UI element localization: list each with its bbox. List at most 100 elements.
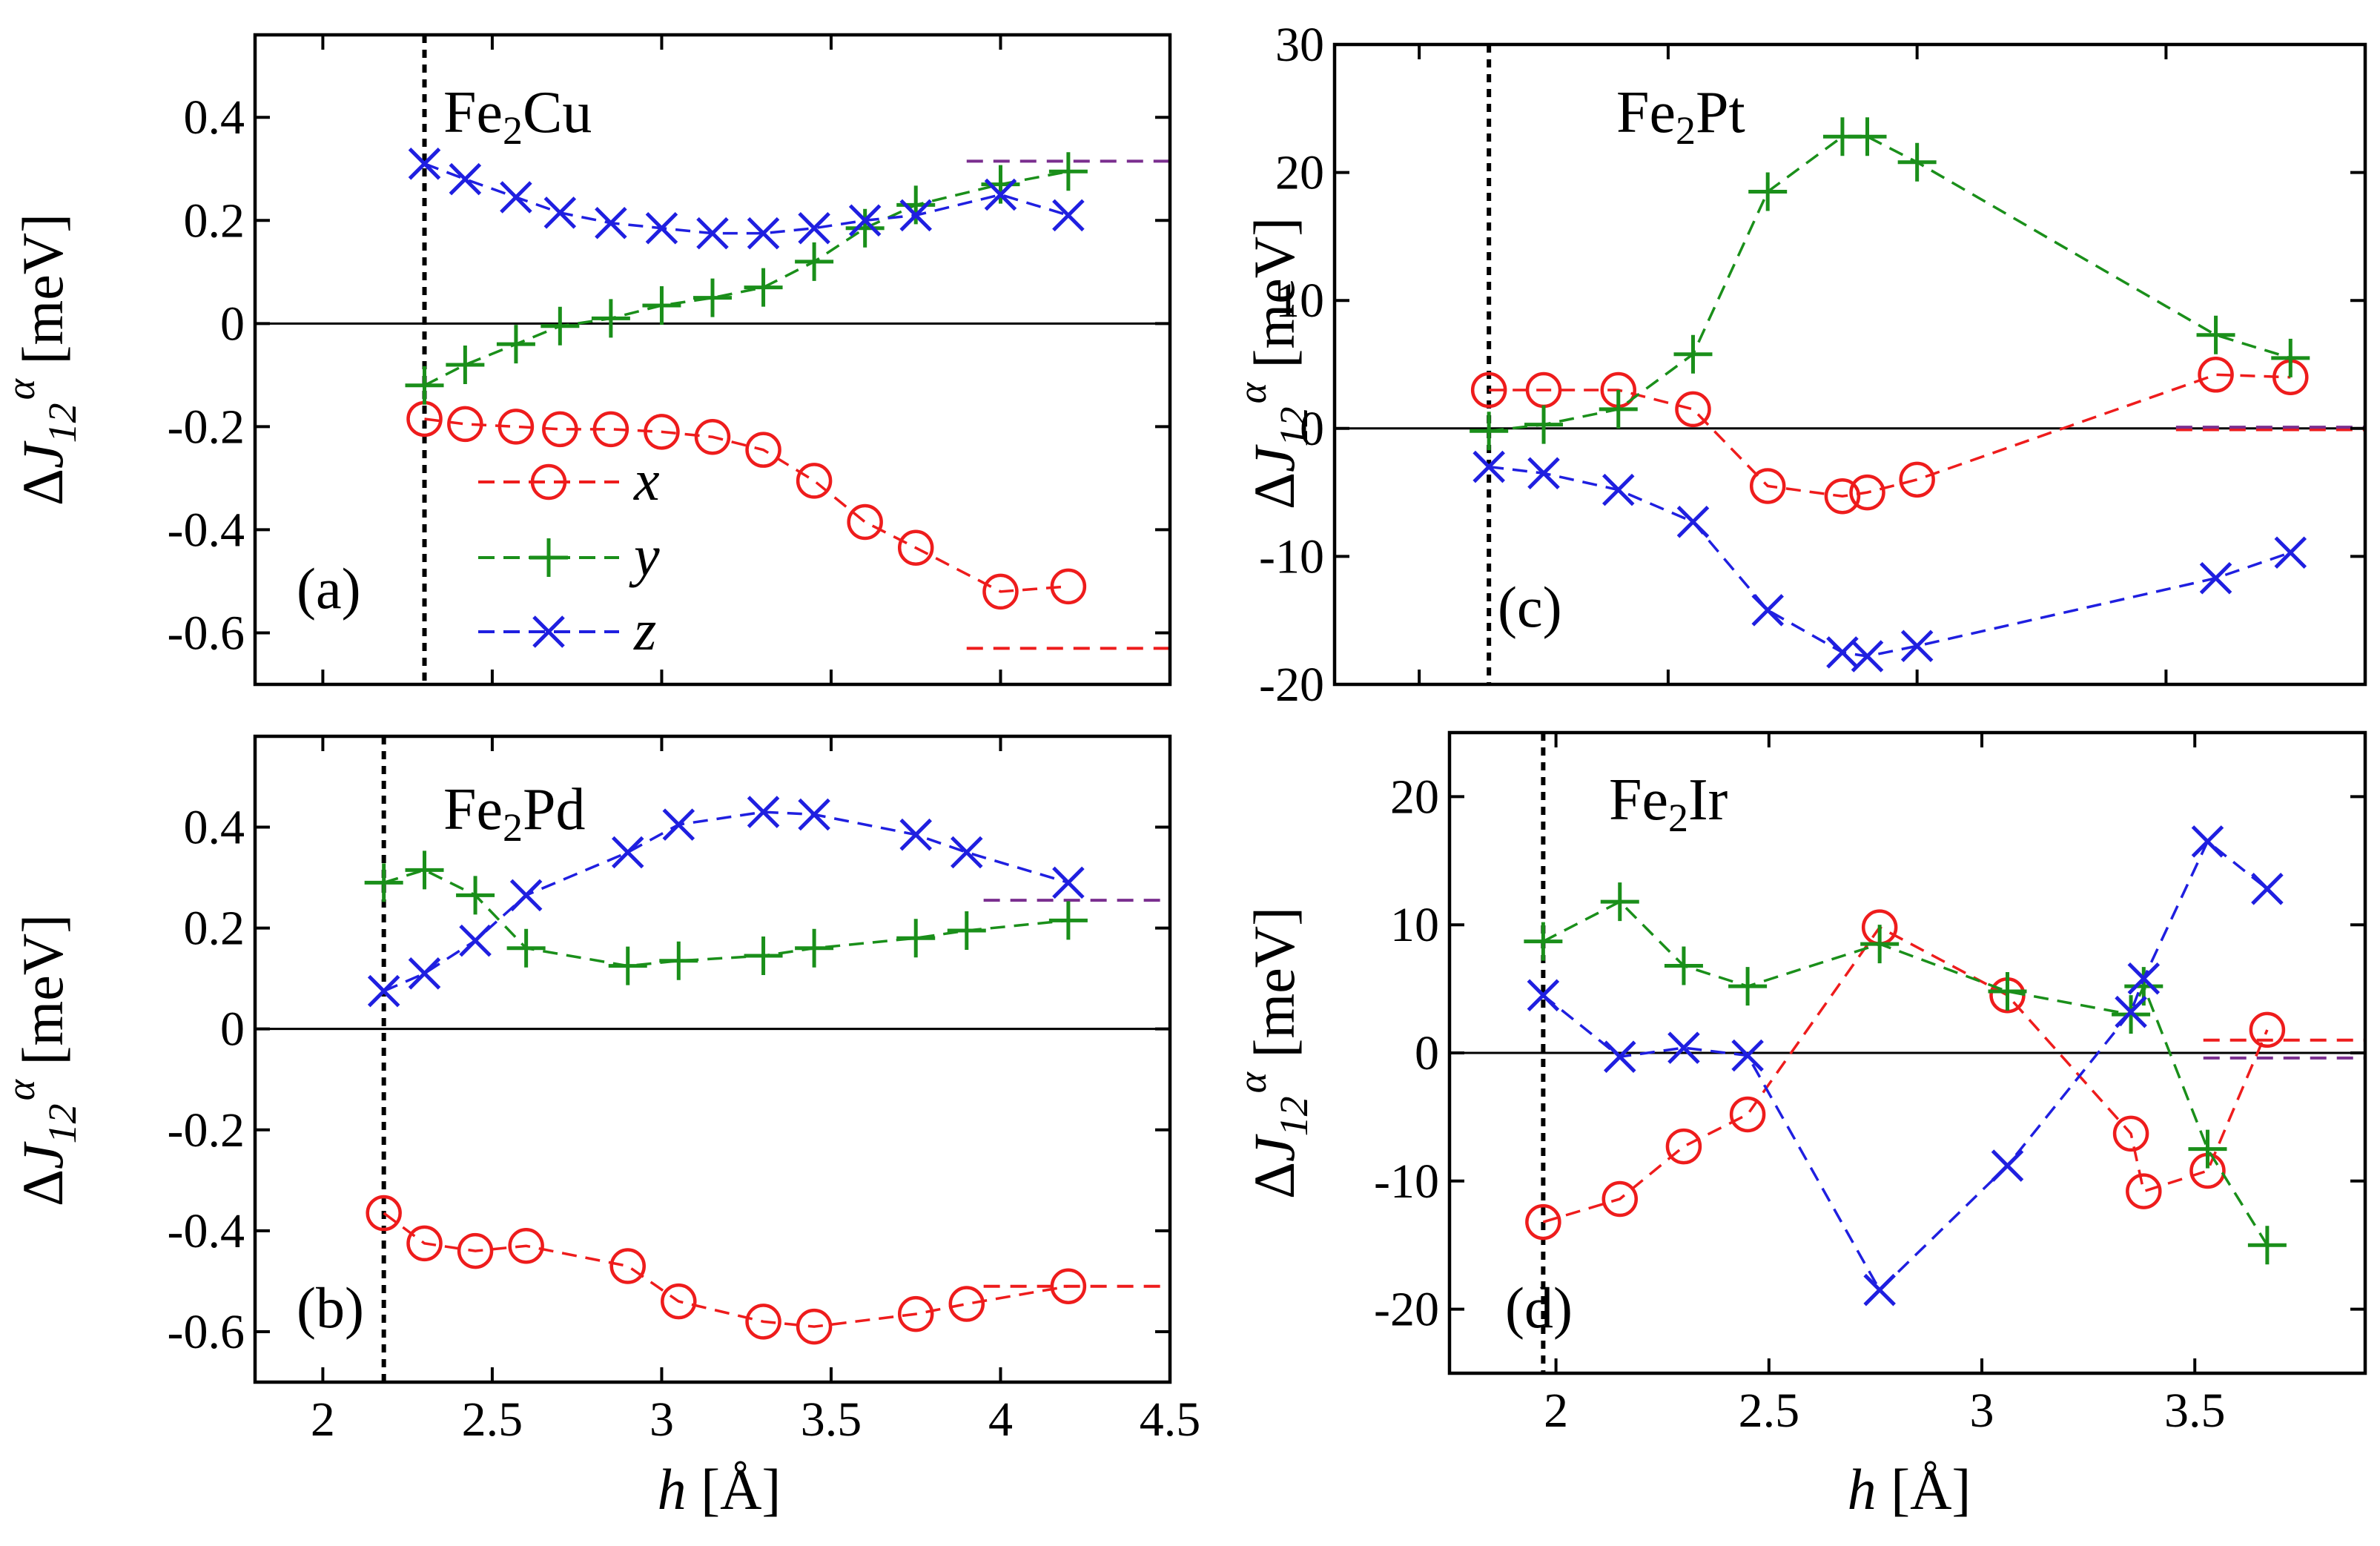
point-x [366, 1195, 402, 1232]
series-z [408, 148, 1085, 250]
point-z [662, 808, 695, 841]
point-x [1899, 461, 1935, 498]
series-line-z [1488, 465, 2291, 658]
x-tick-label: 3 [649, 1393, 674, 1447]
y-tick-label: -0.2 [168, 1103, 245, 1157]
point-z [2274, 536, 2307, 569]
legend-marker-y [529, 538, 568, 577]
point-x [1470, 371, 1507, 409]
x-tick-label: 2.5 [462, 1393, 523, 1447]
series-line-y [1542, 899, 2269, 1246]
series-line-y [383, 868, 1069, 968]
point-y [1524, 405, 1564, 444]
point-y [2247, 1226, 2287, 1265]
point-z [2191, 825, 2224, 858]
series-line-y [1488, 135, 2291, 432]
point-x [2249, 1011, 2286, 1048]
x-tick-label: 2 [1544, 1384, 1568, 1438]
point-x [982, 573, 1019, 610]
point-z [500, 181, 532, 214]
point-z [367, 974, 400, 1008]
point-z [1052, 199, 1085, 232]
y-tick-label: 30 [1275, 18, 1324, 72]
point-y [405, 850, 444, 890]
y-tick-label: 0.2 [184, 194, 245, 248]
point-y [1048, 152, 1088, 191]
x-tick-label: 4.5 [1140, 1393, 1201, 1447]
series-z [1472, 450, 2307, 673]
point-y [496, 325, 535, 364]
point-y [1988, 972, 2027, 1011]
point-y [405, 366, 444, 405]
point-x [1601, 1180, 1639, 1218]
series-line-x [1489, 373, 2291, 498]
point-z [2199, 561, 2232, 595]
series-line-x [383, 1212, 1069, 1328]
y-tick-label: 0 [220, 1002, 245, 1057]
point-x [592, 411, 629, 448]
point-y [642, 286, 681, 325]
point-y [591, 299, 630, 338]
point-z [1751, 594, 1784, 627]
point-z [449, 162, 482, 196]
point-x [508, 1228, 544, 1264]
point-z [509, 879, 543, 912]
point-z [899, 818, 932, 851]
point-y [364, 863, 403, 902]
series-z [1527, 825, 2284, 1306]
panel-title: Fe2Ir [1609, 767, 1728, 840]
point-y [506, 928, 546, 968]
point-z [848, 204, 882, 237]
x-axis-label: h [Å] [658, 1457, 781, 1522]
point-z [645, 211, 678, 245]
series-line-z [1542, 839, 2268, 1292]
point-z [2115, 995, 2147, 1028]
point-x [609, 1248, 646, 1284]
y-tick-label: -0.2 [168, 400, 245, 454]
series-line-z [423, 162, 1069, 235]
point-z [1604, 1040, 1636, 1073]
point-y [795, 242, 834, 281]
series-x [1525, 909, 2286, 1241]
point-z [1731, 1039, 1764, 1072]
point-y [1599, 389, 1638, 429]
point-z [1851, 640, 1884, 673]
plot-frame [253, 33, 1172, 687]
y-tick-label: -0.4 [168, 503, 245, 557]
point-y [795, 928, 834, 968]
point-y [1848, 117, 1887, 156]
point-x [1665, 1128, 1702, 1165]
point-x [796, 1308, 833, 1345]
point-x [2112, 1115, 2149, 1152]
y-tick-label: 10 [1390, 898, 1439, 952]
point-x [847, 503, 883, 541]
panel-c: 30 20 10 0 -10 -20 Fe2Pt (c) ΔJ12α [meV] [1230, 18, 2367, 712]
legend-label-x: x [633, 448, 660, 512]
point-x [694, 419, 731, 455]
y-tick-label: 20 [1390, 770, 1439, 824]
panel-letter: (a) [297, 556, 361, 621]
point-x [1824, 478, 1861, 515]
y-axis-label: ΔJ12α [meV] [0, 214, 85, 506]
point-z [1472, 450, 1505, 483]
point-y [1897, 142, 1937, 182]
point-x [406, 1225, 443, 1262]
legend-marker-x [530, 463, 567, 501]
point-z [1052, 866, 1085, 899]
panel-title: Fe2Cu [443, 80, 592, 153]
panel-d: 20 10 0 -10 -20 2 2.5 3 3.5 Fe2Ir (d) ΔJ12α [meV] h … [1230, 730, 2367, 1522]
point-z [1527, 457, 1560, 489]
point-z [1601, 473, 1635, 506]
point-x [542, 411, 578, 448]
point-x [447, 406, 483, 443]
panel-letter: (c) [1498, 575, 1562, 639]
point-y [1524, 922, 1563, 961]
x-tick-label: 2.5 [1739, 1384, 1800, 1438]
point-x [948, 1286, 985, 1322]
y-tick-label: 20 [1275, 146, 1324, 200]
point-x [745, 1304, 781, 1340]
series-y [364, 850, 1088, 985]
point-y [744, 936, 783, 975]
point-x [796, 463, 833, 499]
point-z [951, 836, 983, 869]
